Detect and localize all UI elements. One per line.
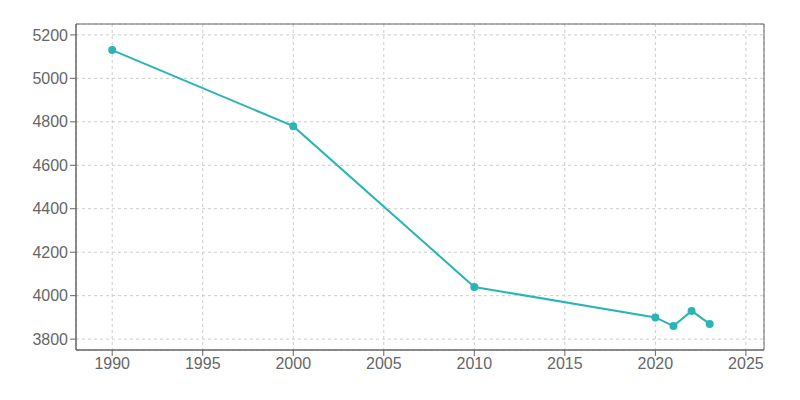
svg-text:4600: 4600	[32, 157, 68, 174]
svg-text:4800: 4800	[32, 113, 68, 130]
svg-text:2020: 2020	[638, 355, 674, 372]
svg-text:3800: 3800	[32, 331, 68, 348]
svg-text:4000: 4000	[32, 287, 68, 304]
svg-text:2025: 2025	[728, 355, 764, 372]
svg-text:4400: 4400	[32, 200, 68, 217]
svg-text:2015: 2015	[547, 355, 583, 372]
svg-text:2010: 2010	[457, 355, 493, 372]
svg-text:4200: 4200	[32, 244, 68, 261]
svg-text:1995: 1995	[185, 355, 221, 372]
svg-text:1990: 1990	[94, 355, 130, 372]
svg-text:5000: 5000	[32, 70, 68, 87]
svg-text:2000: 2000	[275, 355, 311, 372]
svg-text:5200: 5200	[32, 27, 68, 44]
svg-text:2005: 2005	[366, 355, 402, 372]
